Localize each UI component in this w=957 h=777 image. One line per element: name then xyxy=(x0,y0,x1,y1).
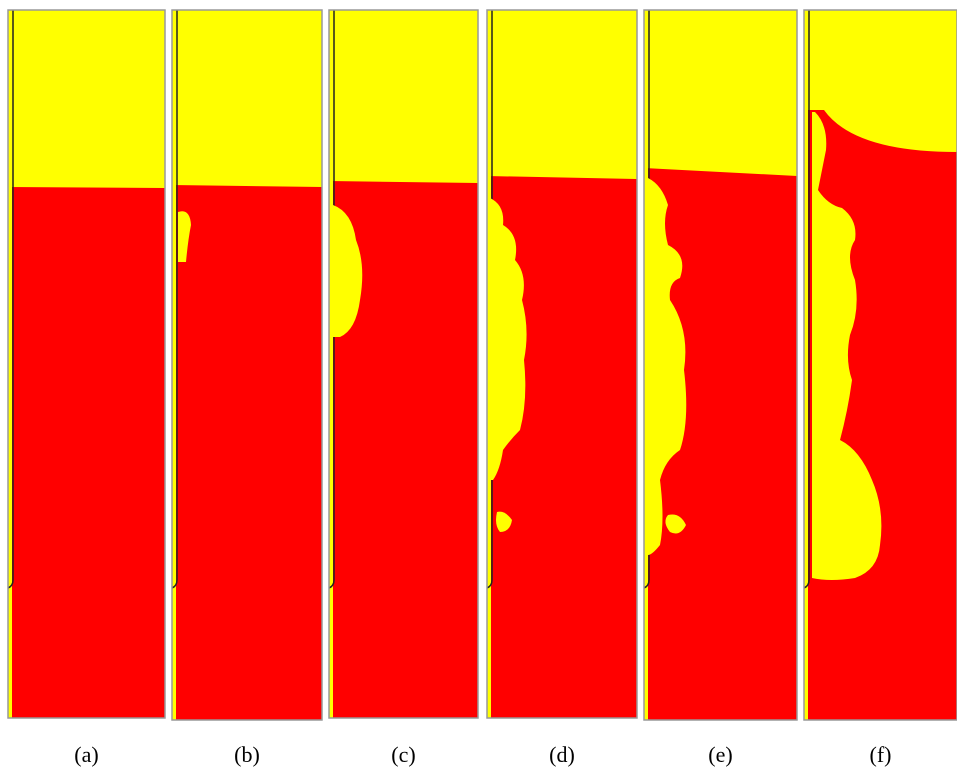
panel-border xyxy=(803,9,957,721)
tube-wall xyxy=(804,10,808,720)
panel-border xyxy=(171,9,323,721)
panel-border xyxy=(328,9,479,719)
tube-wall xyxy=(172,10,176,720)
tube xyxy=(171,10,178,589)
panel-border xyxy=(7,9,166,719)
panel-label: (b) xyxy=(234,742,260,767)
panel-border xyxy=(643,9,798,721)
gas xyxy=(487,10,637,179)
panel-label: (e) xyxy=(708,742,732,767)
tube-wall xyxy=(487,10,491,718)
bubble xyxy=(333,205,363,337)
gas xyxy=(644,10,797,176)
tube xyxy=(486,10,493,589)
tube xyxy=(7,10,14,589)
panel-label: (d) xyxy=(549,742,575,767)
gas xyxy=(172,10,322,187)
bubble xyxy=(648,178,687,555)
panel-label: (c) xyxy=(391,742,415,767)
tube xyxy=(643,10,650,589)
tube-wall xyxy=(329,10,333,718)
bubble xyxy=(665,514,686,534)
tube-wall xyxy=(644,10,648,720)
panel-border xyxy=(486,9,638,719)
panel-label: (a) xyxy=(74,742,98,767)
gas xyxy=(8,10,165,188)
gas xyxy=(804,10,957,152)
gas xyxy=(329,10,478,183)
panels xyxy=(7,9,957,721)
bubble xyxy=(812,112,882,580)
bubble xyxy=(490,198,527,480)
bubble xyxy=(496,511,512,532)
bubble xyxy=(178,211,191,262)
panel-labels: (a) (b) (c) (d) (e) (f) xyxy=(74,742,891,767)
tube-wall xyxy=(8,10,12,718)
bubbles xyxy=(178,112,882,580)
tube xyxy=(803,10,810,589)
panel-label: (f) xyxy=(870,742,892,767)
tube xyxy=(328,10,335,589)
